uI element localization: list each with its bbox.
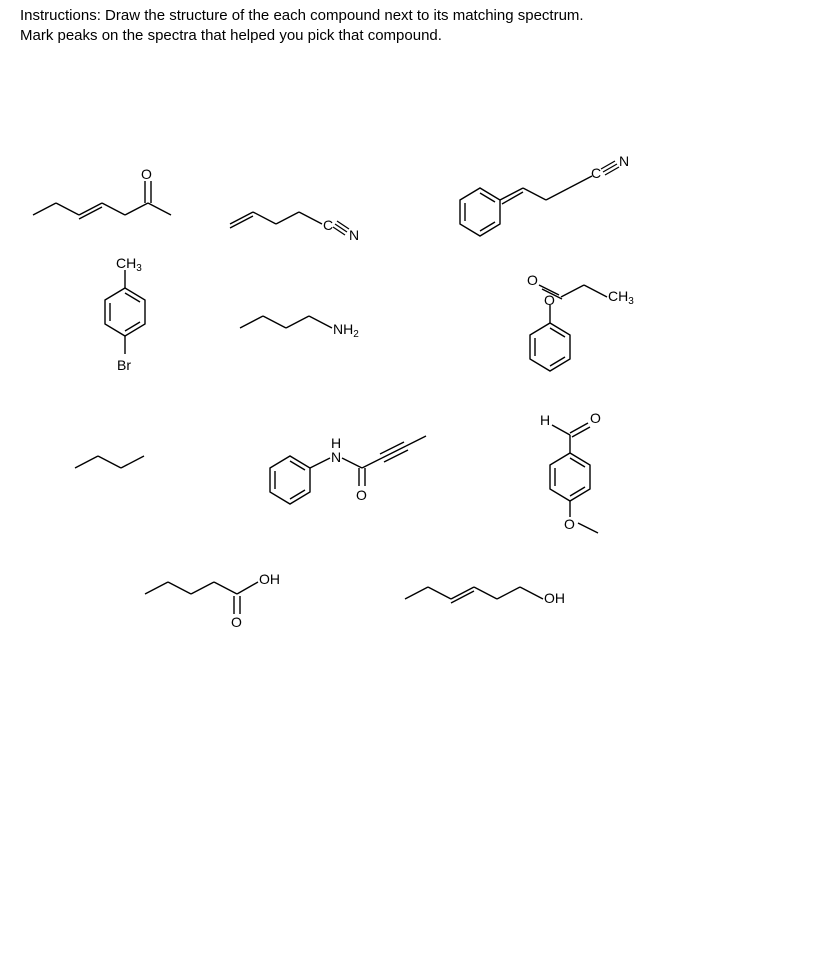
cn-n-label-1: N [349, 227, 359, 243]
instructions-block: Instructions: Draw the structure of the … [20, 6, 584, 47]
structure-pentanoic-acid: OH O [140, 570, 310, 635]
ester-o-dbl: O [527, 272, 538, 288]
structure-anisaldehyde: H O O [520, 405, 650, 560]
structure-bromotoluene: CH3 Br [80, 260, 170, 405]
hn-n-label: N [331, 449, 341, 465]
cn-c-label-2: C [591, 165, 601, 181]
instruction-line-2: Mark peaks on the spectra that helped yo… [20, 26, 584, 46]
ester-o-single: O [544, 292, 555, 308]
structure-phenyl-amide-alkyne: H N O [260, 420, 460, 515]
oh-label-1: OH [259, 571, 280, 587]
structure-butylamine: NH2 [235, 300, 385, 360]
ald-o-label: O [590, 410, 601, 426]
keto-o-label: O [141, 166, 152, 182]
ch3-label-a: CH3 [116, 255, 142, 274]
structure-hexenol: OH [400, 575, 590, 625]
br-label: Br [117, 357, 131, 373]
structure-allyl-nitrile: C N [225, 200, 375, 260]
ch3-label-b: CH3 [608, 288, 634, 307]
oh-label-2: OH [544, 590, 565, 606]
anis-o-label: O [564, 516, 575, 532]
cn-c-label-1: C [323, 217, 333, 233]
amide-o-label: O [356, 487, 367, 503]
structure-phenyl-acetate: O O CH3 [505, 255, 645, 390]
structure-ketone-conjugated: O [28, 175, 178, 250]
ald-h-label: H [540, 412, 550, 428]
acid-o-label: O [231, 614, 242, 630]
structure-butane [70, 440, 190, 485]
cn-n-label-2: N [619, 153, 629, 169]
instruction-line-1: Instructions: Draw the structure of the … [20, 6, 584, 26]
nh2-label: NH2 [333, 321, 359, 340]
structure-cinnamyl-nitrile: C N [440, 170, 670, 255]
